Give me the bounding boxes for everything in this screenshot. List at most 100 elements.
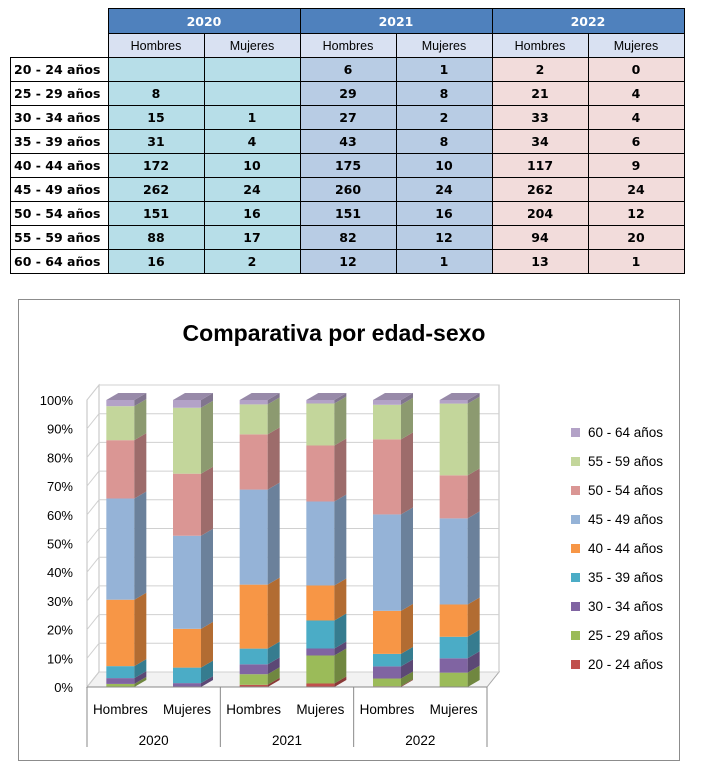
bar-side [334,494,347,586]
table-cell: 1 [587,249,685,274]
table-cell: 175 [299,153,397,178]
data-table: 2020 2021 2022 Hombres Mujeres Hombres M… [10,8,685,274]
table-cell: 33 [491,105,589,130]
table-cell: 4 [587,81,685,106]
bar-side [334,613,347,649]
bar-segment [373,393,413,405]
bar-side [467,511,480,605]
bar-segment [106,659,147,679]
bar-side [334,648,347,684]
bar-top [306,393,347,400]
bar-front [306,655,335,684]
bar-side [334,578,347,621]
bar-segment [439,393,480,404]
floor [85,671,501,688]
bar-segment [239,427,280,490]
legend-swatch [571,631,580,640]
table-row: 30 - 34 años 15 1 27 2 33 4 [10,105,685,130]
bar-segment [106,393,147,407]
bar-front [306,683,335,687]
bar-segment [439,597,480,637]
table-cell: 17 [203,225,301,250]
bar-front [239,684,268,687]
chart-title: Comparativa por edad-sexo [183,320,486,346]
table-cell: 12 [587,201,685,226]
bar-side [401,432,413,515]
gridline [86,499,100,516]
bar-front [239,434,268,490]
table-cell: 31 [107,129,205,154]
x-tick-label: Mujeres [430,702,478,717]
bar-side [467,396,480,476]
table-cell: 16 [395,201,493,226]
bar-front [239,489,268,585]
bar-segment [173,466,213,536]
corner-cell [10,33,108,58]
table-cell: 8 [395,81,493,106]
table-cell: 8 [395,129,493,154]
bar-side [401,393,413,405]
table-row: 50 - 54 años 151 16 151 16 204 12 [10,201,685,226]
bars [106,393,480,687]
bar-front [106,440,135,499]
table-row: 40 - 44 años 172 10 175 10 117 9 [10,153,685,178]
table-cell: 6 [587,129,685,154]
table-cell: 13 [491,249,589,274]
year-header-2020: 2020 [107,8,301,34]
bar-side [134,659,147,679]
bar-top [439,393,480,400]
bar-segment [106,676,147,687]
table-row: 20 - 24 años 6 1 2 0 [10,57,685,82]
bar-front [173,473,201,536]
y-tick-label: 80% [47,450,73,465]
bar-segment [373,646,413,667]
bar-side [334,641,347,656]
bar-side [467,651,480,673]
bar-side [401,397,413,440]
sex-header: Hombres [491,33,589,58]
bar-side [401,646,413,667]
bar-side [134,676,147,687]
bar-segment [106,592,147,667]
bar-front [306,585,335,621]
bar-side [401,659,413,679]
bar-side [201,660,213,684]
table-cell: 151 [299,201,397,226]
y-axis: 0% 10% 20% 30% 40% 50% 60% 70% 80% 90% 100% [40,384,499,695]
y-tick-label: 20% [47,623,73,638]
table-cell: 10 [395,153,493,178]
bar-segment [239,393,280,405]
y-tick-label: 0% [54,680,73,695]
table-cell: 20 [587,225,685,250]
age-label: 25 - 29 años [10,81,109,106]
legend-label: 60 - 64 años [588,425,663,440]
age-label: 45 - 49 años [10,177,109,202]
table-cell: 9 [587,153,685,178]
bar-side [267,577,280,649]
legend: 60 - 64 años 55 - 59 años 50 - 54 años 45 -… [571,425,663,672]
bar-side [467,393,480,404]
table-cell: 2 [395,105,493,130]
table-cell: 8 [107,81,205,106]
table-cell: 12 [299,249,397,274]
bar-segment [439,629,480,659]
table-cell: 2 [491,57,589,82]
bar-front [373,666,401,679]
table-cell [203,57,301,82]
bar-front [439,672,468,687]
bar-segment [173,393,213,408]
y-tick-label: 50% [47,537,73,552]
bar-front [173,667,201,684]
legend-label: 40 - 44 años [588,541,663,556]
bar-segment [239,657,280,675]
x-tick-label: Hombres [226,702,281,717]
bar-front [239,584,268,649]
table-cell: 43 [299,129,397,154]
age-label: 40 - 44 años [10,153,109,178]
table-cell: 1 [203,105,301,130]
sex-header: Hombres [299,33,397,58]
y-tick-label: 60% [47,508,73,523]
bar-front [306,400,335,404]
y-tick-label: 70% [47,479,73,494]
bar-side [267,641,280,665]
